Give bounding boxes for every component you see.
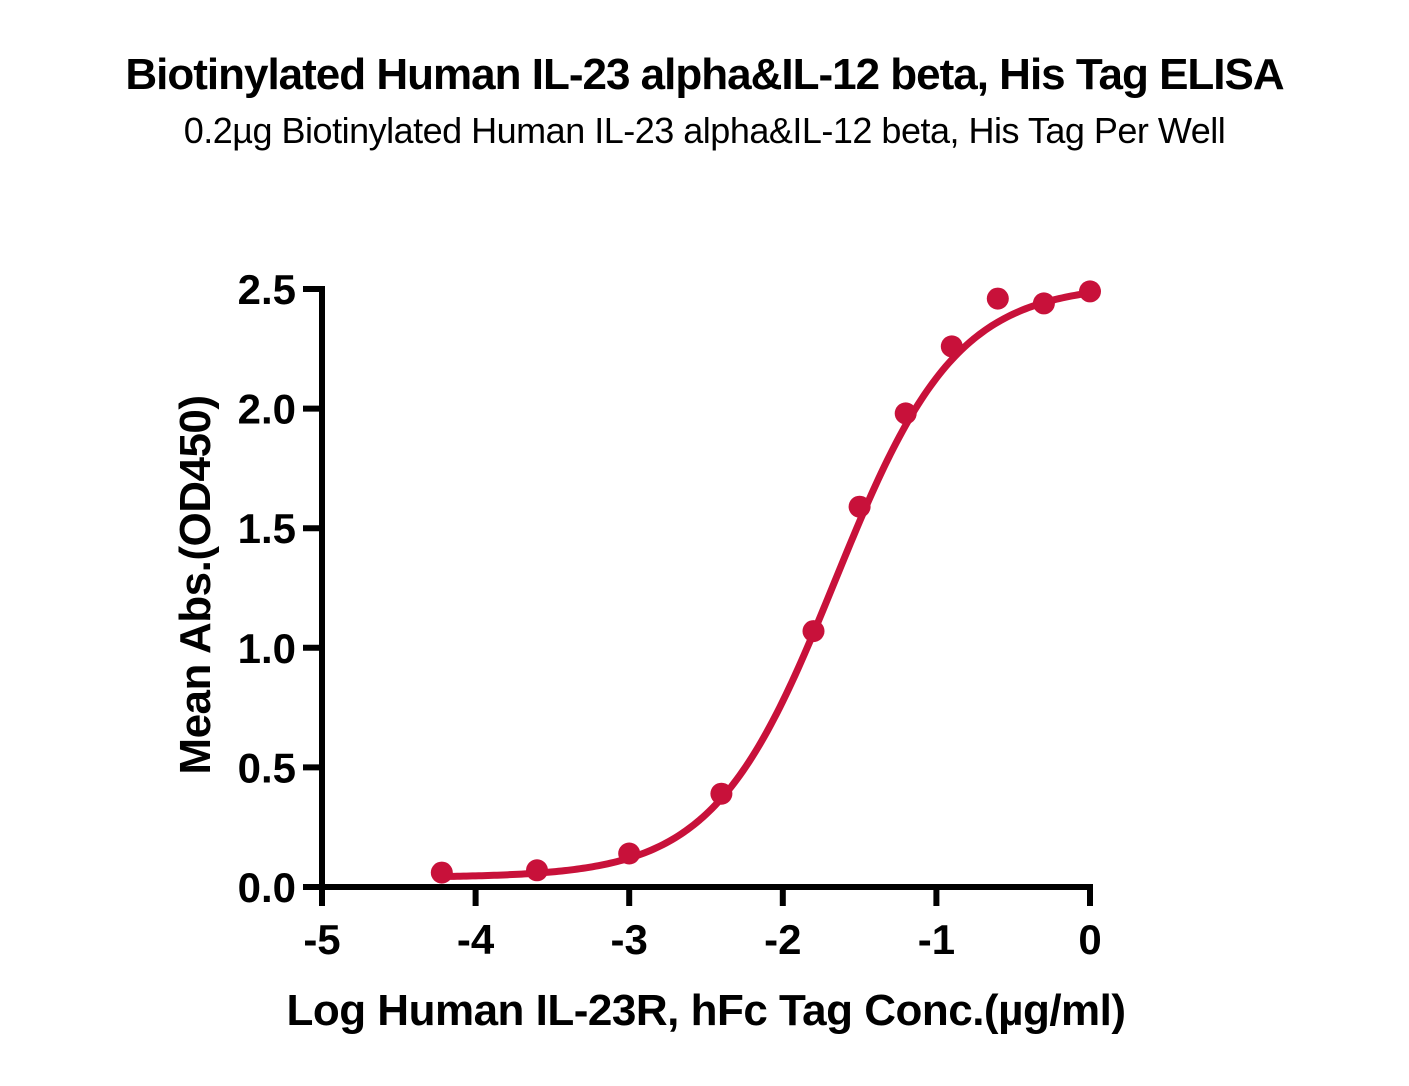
y-tick-label: 1.5 (238, 505, 296, 552)
data-point (894, 402, 917, 425)
data-point (526, 859, 548, 882)
chart-subtitle: 0.2µg Biotinylated Human IL-23 alpha&IL-… (183, 110, 1226, 151)
axis-spine (319, 286, 1093, 890)
x-tick-label: -5 (303, 916, 340, 963)
data-point (618, 842, 641, 865)
chart-title: Biotinylated Human IL-23 alpha&IL-12 bet… (125, 50, 1284, 99)
data-point (1032, 292, 1055, 315)
x-tick-label: -3 (611, 916, 648, 963)
y-tick-label: 2.5 (238, 266, 296, 313)
x-tick-label: -2 (764, 916, 801, 963)
x-tick-label: -4 (457, 916, 495, 963)
data-point (430, 861, 453, 884)
data-point (802, 620, 825, 643)
x-axis-title: Log Human IL-23R, hFc Tag Conc.(µg/ml) (286, 986, 1126, 1035)
data-point (940, 335, 963, 358)
data-point (986, 287, 1009, 310)
dose-response-curve (438, 289, 1094, 881)
y-tick-label: 1.0 (238, 625, 296, 672)
y-tick-label: 2.0 (238, 386, 296, 433)
data-point (1079, 280, 1101, 303)
y-tick-label: 0.5 (238, 744, 296, 791)
data-point (848, 495, 871, 518)
x-tick-label: 0 (1078, 916, 1101, 963)
x-tick-label: -1 (918, 916, 955, 963)
y-tick-label: 0.0 (238, 864, 296, 911)
data-point (710, 782, 733, 805)
